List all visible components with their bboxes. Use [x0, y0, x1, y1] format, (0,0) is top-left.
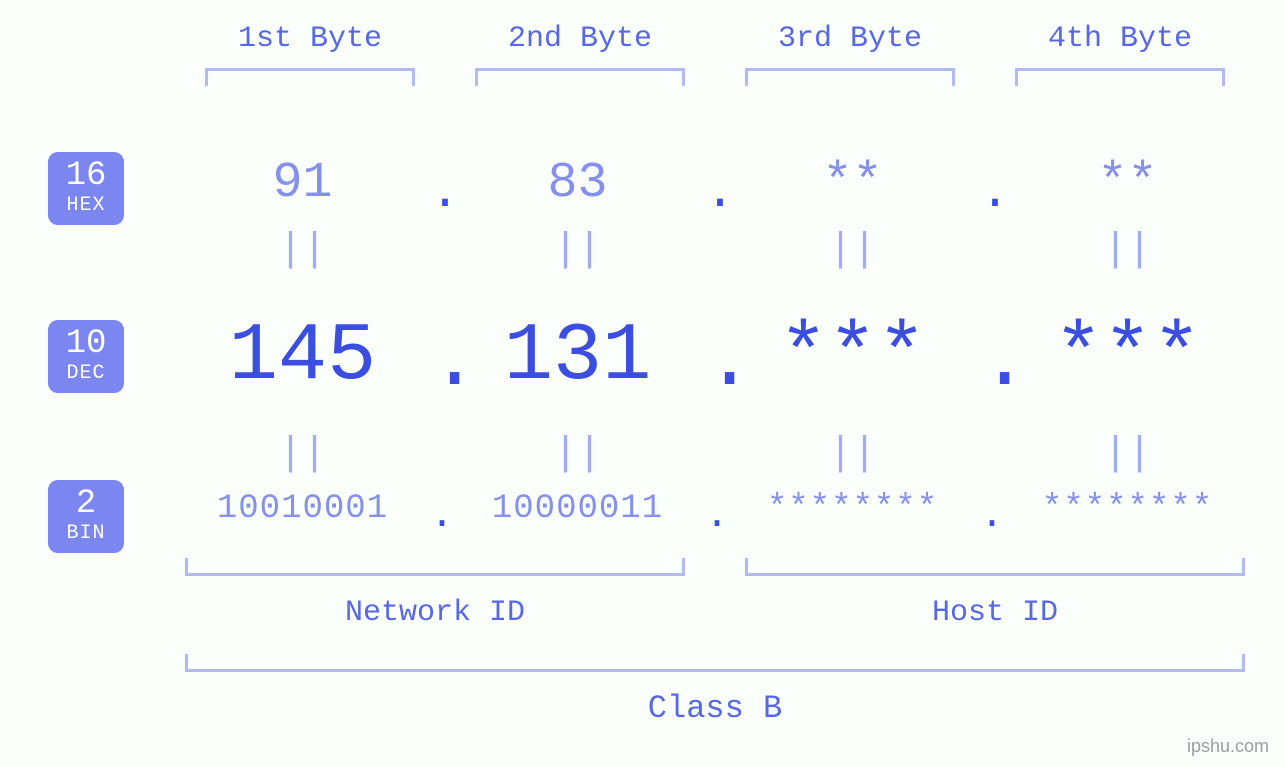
host-id-label: Host ID [735, 596, 1255, 630]
badge-hex-name: HEX [48, 195, 124, 217]
hex-byte-3: ** [822, 155, 882, 212]
byte-header-3: 3rd Byte [715, 22, 985, 86]
badge-bin-base: 2 [48, 486, 124, 523]
dec-byte-3: *** [779, 310, 927, 403]
ip-diagram: 1st Byte 2nd Byte 3rd Byte 4th Byte 16 H… [0, 0, 1285, 767]
network-id-label: Network ID [175, 596, 695, 630]
byte-header-2: 2nd Byte [445, 22, 715, 86]
hex-byte-1: 91 [272, 155, 332, 212]
dec-byte-2: 131 [504, 310, 652, 403]
byte-header-4: 4th Byte [985, 22, 1255, 86]
eq-1-1: || [278, 228, 326, 273]
badge-bin-name: BIN [48, 523, 124, 545]
dec-dot-1: . [430, 316, 479, 409]
eq-1-3: || [828, 228, 876, 273]
bin-byte-4: ******** [1042, 490, 1213, 528]
bottom-section: Network ID Host ID Class B [175, 558, 1255, 727]
top-bracket-4 [1015, 68, 1225, 86]
dec-byte-4: *** [1054, 310, 1202, 403]
watermark: ipshu.com [1187, 736, 1269, 757]
eq-2-1: || [278, 432, 326, 477]
hex-dot-2: . [705, 165, 735, 222]
byte-headers-row: 1st Byte 2nd Byte 3rd Byte 4th Byte [175, 22, 1255, 86]
eq-2-4: || [1103, 432, 1151, 477]
bin-dot-1: . [430, 494, 454, 539]
byte-header-1: 1st Byte [175, 22, 445, 86]
class-label: Class B [175, 690, 1255, 727]
top-bracket-1 [205, 68, 415, 86]
byte-label-4: 4th Byte [985, 22, 1255, 56]
class-bracket [185, 654, 1245, 672]
hex-row: 91 . 83 . ** . ** [175, 155, 1255, 212]
top-bracket-2 [475, 68, 685, 86]
bin-byte-3: ******** [767, 490, 938, 528]
bin-dot-3: . [980, 494, 1004, 539]
top-bracket-3 [745, 68, 955, 86]
dec-dot-2: . [705, 316, 754, 409]
byte-label-2: 2nd Byte [445, 22, 715, 56]
hex-byte-2: 83 [547, 155, 607, 212]
dec-row: 145 . 131 . *** . *** [175, 310, 1255, 403]
equals-row-1: || || || || [175, 228, 1255, 273]
equals-row-2: || || || || [175, 432, 1255, 477]
byte-label-1: 1st Byte [175, 22, 445, 56]
badge-bin: 2 BIN [48, 480, 124, 553]
bin-byte-1: 10010001 [217, 490, 388, 528]
badge-dec: 10 DEC [48, 320, 124, 393]
class-group: Class B [175, 654, 1255, 727]
eq-2-3: || [828, 432, 876, 477]
bin-row: 10010001 . 10000011 . ******** . *******… [175, 490, 1255, 535]
eq-1-2: || [553, 228, 601, 273]
host-id-group: Host ID [735, 558, 1255, 630]
badge-hex: 16 HEX [48, 152, 124, 225]
hex-dot-1: . [430, 165, 460, 222]
dec-byte-1: 145 [229, 310, 377, 403]
hex-dot-3: . [980, 165, 1010, 222]
badge-dec-base: 10 [48, 326, 124, 363]
bin-dot-2: . [705, 494, 729, 539]
network-id-bracket [185, 558, 685, 576]
dec-dot-3: . [980, 316, 1029, 409]
host-id-bracket [745, 558, 1245, 576]
network-id-group: Network ID [175, 558, 695, 630]
network-host-row: Network ID Host ID [175, 558, 1255, 630]
bin-byte-2: 10000011 [492, 490, 663, 528]
badge-dec-name: DEC [48, 363, 124, 385]
eq-2-2: || [553, 432, 601, 477]
byte-label-3: 3rd Byte [715, 22, 985, 56]
hex-byte-4: ** [1097, 155, 1157, 212]
eq-1-4: || [1103, 228, 1151, 273]
badge-hex-base: 16 [48, 158, 124, 195]
